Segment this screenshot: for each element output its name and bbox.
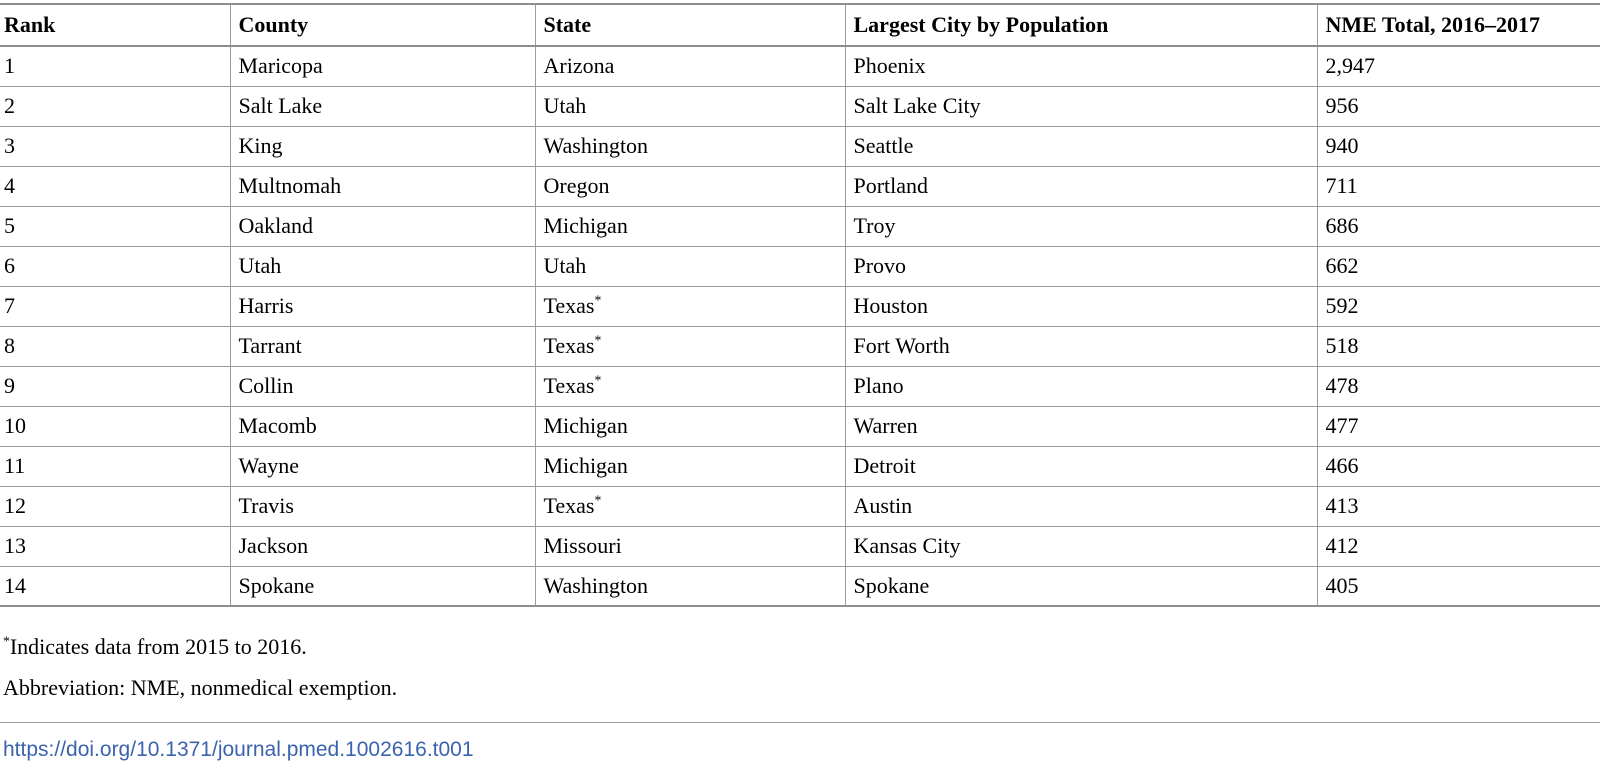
table-cell: Oregon: [535, 166, 846, 206]
header-cell-4: NME Total, 2016–2017: [1325, 12, 1541, 37]
header-cell-2: State: [535, 4, 846, 46]
table-cell: 477: [1325, 413, 1359, 438]
table-row: 8 Tarrant Texas* Fort Worth 518: [0, 326, 1600, 366]
table-cell: Jackson: [230, 526, 536, 566]
table-row: 11 Wayne Michigan Detroit 466: [0, 446, 1600, 486]
table-cell: Phoenix: [845, 46, 1318, 86]
table-row: 6 Utah Utah Provo 662: [0, 246, 1600, 286]
table-cell: 14: [0, 566, 231, 606]
table-cell: Fort Worth: [845, 326, 1318, 366]
table-cell: Plano: [845, 366, 1318, 406]
table-cell: Utah: [535, 86, 846, 126]
header-cell-0: Rank: [0, 4, 231, 46]
table-cell: Texas*: [535, 326, 846, 366]
footnotes: *Indicates data from 2015 to 2016. Abbre…: [3, 634, 1600, 702]
table-cell: Troy: [845, 206, 1318, 246]
table-cell: 13: [0, 526, 231, 566]
table-cell: 1: [0, 46, 231, 86]
table-row: 13 Jackson Missouri Kansas City 412: [0, 526, 1600, 566]
table-cell: 4: [0, 166, 231, 206]
table-cell: 8: [0, 326, 231, 366]
table-cell: Michigan: [535, 206, 846, 246]
table-cell: Michigan: [535, 446, 846, 486]
table-row: 9 Collin Texas* Plano 478: [0, 366, 1600, 406]
table-cell: 413: [1325, 493, 1359, 518]
table-cell: 711: [1325, 173, 1358, 198]
table-cell: Warren: [845, 406, 1318, 446]
table-cell: Tarrant: [230, 326, 536, 366]
table-cell: Detroit: [845, 446, 1318, 486]
table-cell: 5: [0, 206, 231, 246]
table-cell: Harris: [230, 286, 536, 326]
table-cell: Texas*: [535, 286, 846, 326]
doi-link[interactable]: https://doi.org/10.1371/journal.pmed.100…: [3, 737, 474, 761]
table-row: 2 Salt Lake Utah Salt Lake City 956: [0, 86, 1600, 126]
table-cell: Macomb: [230, 406, 536, 446]
table-row: 14 Spokane Washington Spokane 405: [0, 566, 1600, 606]
table-cell: Kansas City: [845, 526, 1318, 566]
table-cell: Multnomah: [230, 166, 536, 206]
table-cell: 7: [0, 286, 231, 326]
table-row: 3 King Washington Seattle 940: [0, 126, 1600, 166]
table-cell: 12: [0, 486, 231, 526]
table-cell: 478: [1325, 373, 1359, 398]
nme-county-table: Rank County State Largest City by Populatio…: [0, 3, 1600, 607]
table-cell: 6: [0, 246, 231, 286]
divider-line: [0, 721, 1600, 723]
table-cell: 9: [0, 366, 231, 406]
table-cell: 2: [0, 86, 231, 126]
table-cell: 412: [1325, 533, 1359, 558]
table-cell: 518: [1325, 333, 1359, 358]
table-cell: Salt Lake City: [845, 86, 1318, 126]
table-cell: 686: [1325, 213, 1359, 238]
table-row: 10 Macomb Michigan Warren 477: [0, 406, 1600, 446]
table-row: 7 Harris Texas* Houston 592: [0, 286, 1600, 326]
table-cell: Provo: [845, 246, 1318, 286]
table-cell: Utah: [535, 246, 846, 286]
table-cell: Austin: [845, 486, 1318, 526]
table-cell: Salt Lake: [230, 86, 536, 126]
table-cell: Spokane: [845, 566, 1318, 606]
footnote-abbreviation: Abbreviation: NME, nonmedical exemption.: [3, 675, 398, 701]
table-header-row: Rank County State Largest City by Populatio…: [0, 4, 1600, 46]
table-cell: 466: [1325, 453, 1359, 478]
table-cell: Travis: [230, 486, 536, 526]
table-cell: Washington: [535, 566, 846, 606]
table-cell: Arizona: [535, 46, 846, 86]
table-cell: Wayne: [230, 446, 536, 486]
footnote-asterisk: *Indicates data from 2015 to 2016.: [3, 633, 307, 659]
table-cell: Spokane: [230, 566, 536, 606]
table-cell: Seattle: [845, 126, 1318, 166]
table-cell: Maricopa: [230, 46, 536, 86]
table-cell: 11: [0, 446, 231, 486]
table-cell: 2,947: [1325, 53, 1376, 79]
table-cell: 940: [1325, 133, 1359, 158]
table-row: 5 Oakland Michigan Troy 686: [0, 206, 1600, 246]
table-cell: Oakland: [230, 206, 536, 246]
table-figure: Rank County State Largest City by Populatio…: [0, 3, 1600, 762]
table-cell: Houston: [845, 286, 1318, 326]
table-cell: Michigan: [535, 406, 846, 446]
table-row: 4 Multnomah Oregon Portland 711: [0, 166, 1600, 206]
table-cell: Missouri: [535, 526, 846, 566]
header-cell-3: Largest City by Population: [845, 4, 1318, 46]
table-cell: 956: [1325, 93, 1359, 118]
table-cell: 662: [1325, 253, 1359, 278]
table-cell: Collin: [230, 366, 536, 406]
table-cell: 3: [0, 126, 231, 166]
table-cell: 592: [1325, 293, 1359, 318]
table-cell: Washington: [535, 126, 846, 166]
table-cell: 405: [1325, 572, 1359, 598]
table-cell: Portland: [845, 166, 1318, 206]
table-cell: Texas*: [535, 486, 846, 526]
table-cell: Utah: [230, 246, 536, 286]
table-cell: Texas*: [535, 366, 846, 406]
table-row: 12 Travis Texas* Austin 413: [0, 486, 1600, 526]
table-row: 1 Maricopa Arizona Phoenix 2,947: [0, 46, 1600, 86]
table-cell: 10: [0, 406, 231, 446]
table-cell: King: [230, 126, 536, 166]
header-cell-1: County: [230, 4, 536, 46]
